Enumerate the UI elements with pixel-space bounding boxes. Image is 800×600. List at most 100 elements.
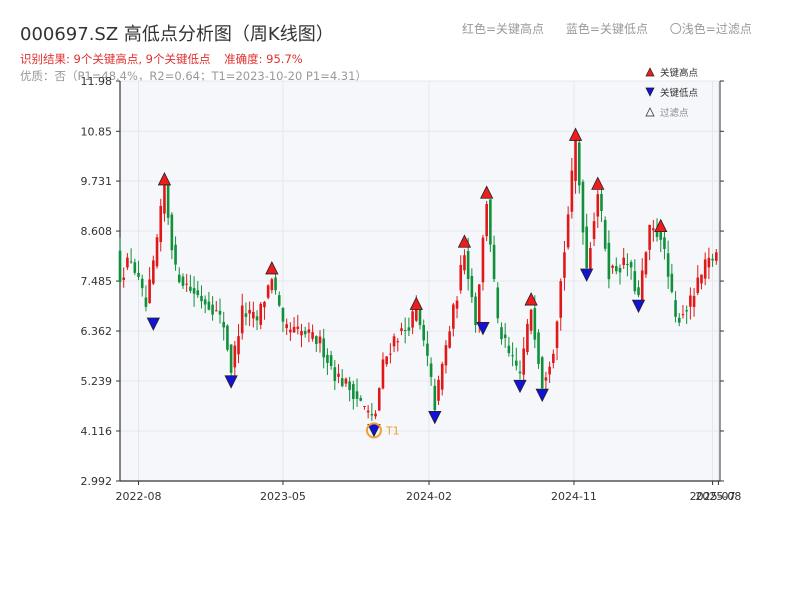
candle-body [640, 270, 644, 301]
candle-body [422, 325, 426, 341]
key-low-marker [535, 388, 549, 403]
candle-body [581, 181, 585, 233]
candle-body [203, 299, 207, 305]
y-tick-label: 10.85 [81, 125, 113, 138]
candle-body [389, 353, 392, 355]
candle-body [226, 325, 229, 350]
key-high-marker [409, 296, 423, 310]
candle-body [466, 250, 470, 279]
legend-marker [645, 87, 655, 97]
candle-body [552, 353, 555, 364]
result-line: 识别结果: 9个关键高点, 9个关键低点 准确度: 95.7% [20, 51, 313, 67]
key-high-marker [568, 127, 583, 141]
candle-body [485, 204, 488, 237]
candle-body [355, 391, 359, 399]
key-high-marker [654, 218, 668, 233]
candle-body [566, 214, 570, 248]
candle-body [633, 271, 637, 292]
candle-body [181, 276, 185, 286]
quality-text: 优质：否（P1=48.4%，R2=0.64；T1=2023-10-20 P1=4… [20, 69, 367, 83]
candle-body [511, 355, 514, 357]
candle-body [585, 226, 588, 269]
candle-body [329, 355, 333, 366]
candle-body [559, 281, 563, 318]
candle-body [403, 329, 407, 331]
candle-body [563, 252, 566, 278]
candle-body [366, 410, 370, 413]
candle-body [396, 341, 400, 343]
candle-body [189, 286, 192, 291]
x-tick-label: 2024-11 [551, 490, 597, 503]
candle-body [377, 388, 381, 411]
candle-body [333, 367, 337, 381]
candle-body [133, 262, 137, 273]
candle-body [707, 257, 711, 268]
candle-body [503, 334, 507, 339]
candle-body [159, 205, 163, 243]
candle-body [344, 378, 348, 384]
candle-body [659, 231, 663, 240]
key-low-marker [428, 411, 442, 425]
candle-body [481, 237, 485, 283]
candle-body [277, 295, 281, 306]
chart-title: 000697.SZ 高低点分析图（周K线图） [20, 24, 334, 45]
candle-body [263, 301, 266, 308]
legend-label: 关键低点 [660, 87, 699, 99]
candle-body [544, 377, 548, 381]
candle-body [126, 257, 129, 268]
candle-body [429, 363, 433, 377]
candle-body [477, 284, 481, 323]
candle-body [655, 231, 659, 237]
candle-body [307, 329, 311, 333]
key-high-marker [157, 172, 172, 186]
candle-body [270, 279, 274, 291]
candle-body [622, 257, 626, 266]
candle-body [489, 199, 492, 245]
candle-body [311, 332, 314, 339]
candle-body [352, 384, 355, 399]
candle-body [670, 273, 674, 292]
candle-body [170, 214, 174, 251]
candle-body [577, 142, 581, 186]
candle-body [218, 310, 222, 315]
key-high-marker [265, 261, 279, 275]
candle-body [689, 295, 692, 307]
t1-label: T1 [385, 424, 400, 437]
candle-body [296, 326, 300, 329]
key-low-marker [580, 268, 594, 282]
candle-body [166, 184, 170, 218]
key-low-marker [631, 299, 646, 314]
candle-body [281, 307, 285, 322]
candle-body [244, 313, 248, 317]
candle-body [692, 295, 696, 308]
candle-body [259, 303, 263, 325]
candle-body [314, 336, 318, 344]
candle-body [326, 354, 329, 363]
candle-body [618, 267, 622, 273]
candle-body [211, 304, 214, 315]
y-tick-label: 5.239 [81, 375, 113, 388]
candle-body [266, 285, 270, 298]
candle-body [574, 140, 577, 182]
candle-body [437, 379, 440, 401]
x-tick-label: 2025-07 [690, 490, 736, 503]
candle-body [174, 244, 177, 265]
candle-body [400, 328, 403, 331]
candle-body [614, 266, 618, 272]
y-tick-label: 9.731 [81, 175, 113, 188]
candle-body [433, 385, 437, 411]
candle-body [529, 309, 533, 331]
candle-body [255, 316, 259, 321]
candle-body [292, 326, 296, 333]
key-high-marker [457, 234, 472, 248]
candle-body [452, 304, 455, 329]
key-low-marker [476, 322, 490, 336]
candle-body [240, 305, 244, 334]
candle-body [648, 224, 651, 250]
candle-body [192, 288, 196, 294]
candle-body [652, 228, 655, 231]
candle-body [285, 324, 288, 329]
y-tick-label: 2.992 [81, 475, 113, 488]
legend-marker [645, 67, 655, 77]
